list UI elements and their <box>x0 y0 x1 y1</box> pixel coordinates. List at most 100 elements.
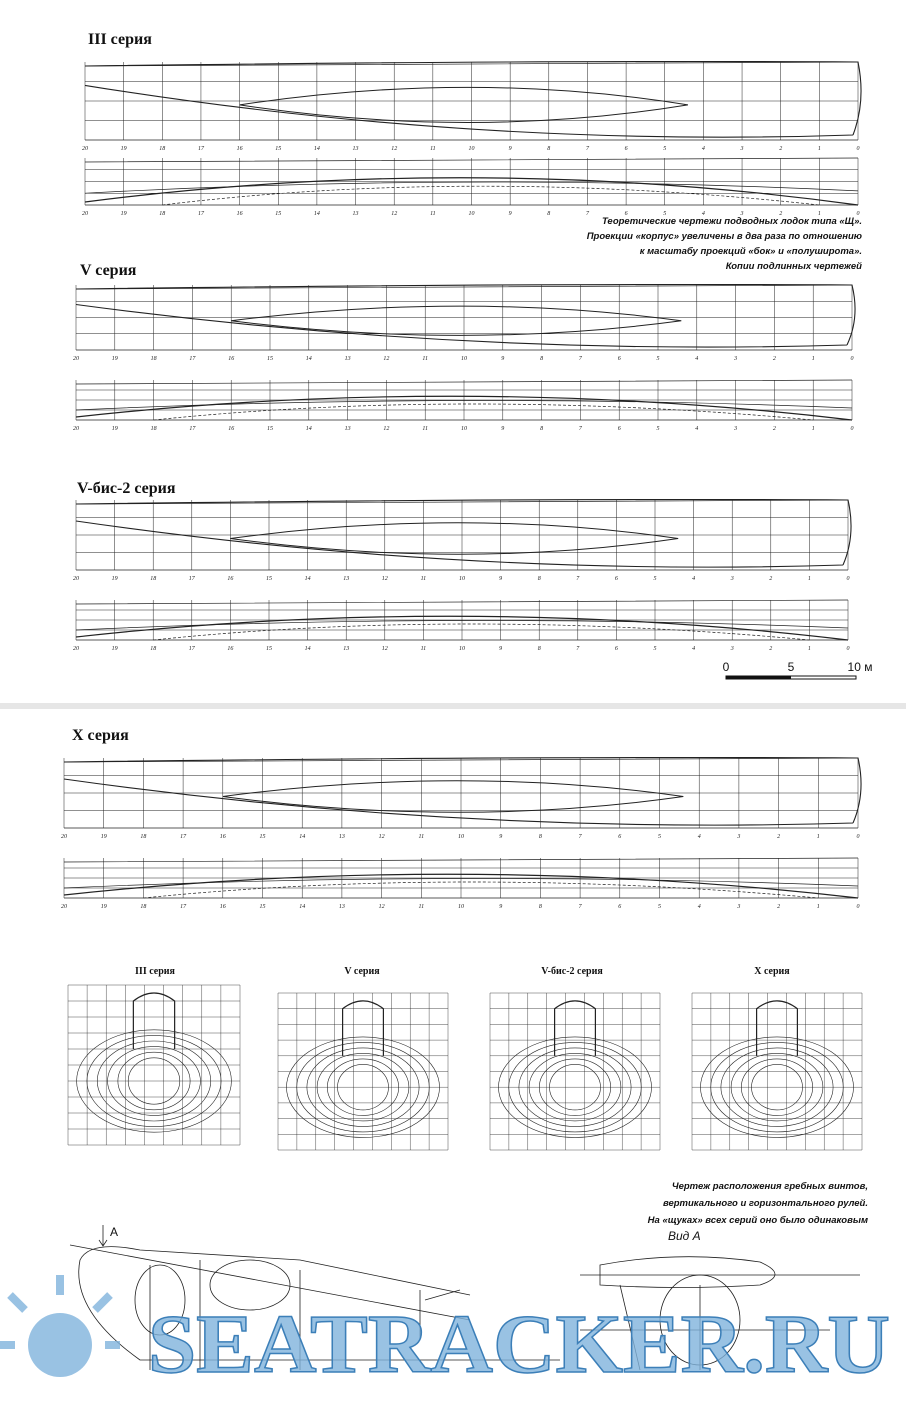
station-label: 20 <box>73 356 79 362</box>
station-label: 19 <box>121 146 127 152</box>
section-line <box>96 1040 212 1122</box>
station-label: 8 <box>540 426 543 432</box>
station-label: 5 <box>658 904 661 910</box>
station-label: 12 <box>391 211 397 217</box>
station-label: 8 <box>539 904 542 910</box>
body-plan <box>691 992 863 1151</box>
station-label: 12 <box>379 904 385 910</box>
station-label: 7 <box>579 356 583 362</box>
body-plan-title: III серия <box>135 966 175 977</box>
station-label: 15 <box>275 146 281 152</box>
hull-line <box>143 881 819 899</box>
station-label: 13 <box>345 426 351 432</box>
hull-line <box>231 305 682 336</box>
caption-line: к масштабу проекций «бок» и «полуширота»… <box>640 246 862 257</box>
station-label: 17 <box>189 426 196 432</box>
station-label: 16 <box>228 426 234 432</box>
hull-line <box>75 498 852 568</box>
sail-line <box>554 1000 596 1056</box>
caption-line: Проекции «корпус» увеличены в два раза п… <box>587 231 862 242</box>
station-label: 17 <box>180 834 187 840</box>
hull-line <box>162 185 820 206</box>
station-label: 19 <box>112 646 118 652</box>
station-label: 6 <box>618 904 621 910</box>
station-label: 16 <box>237 211 243 217</box>
view-label: Вид А <box>668 1229 701 1243</box>
section-line <box>518 1047 632 1127</box>
station-label: 17 <box>189 356 196 362</box>
station-label: 2 <box>769 646 772 652</box>
station-label: 4 <box>698 903 701 910</box>
station-label: 10 <box>459 646 465 652</box>
station-label: 2 <box>779 146 782 152</box>
caption-line: вертикального и горизонтального рулей. <box>663 1198 868 1209</box>
hull-drawing: 20 19 18 17 16 15 14 13 12 11 10 9 8 7 6 5 4 3 2 1 0 <box>61 857 860 910</box>
section-line <box>296 1042 430 1133</box>
hull-line <box>239 86 689 123</box>
station-label: 16 <box>228 356 234 362</box>
station-label: 14 <box>305 575 311 582</box>
station-label: 9 <box>509 211 512 217</box>
station-label: 17 <box>198 146 205 152</box>
body-plan <box>277 992 449 1151</box>
station-label: 5 <box>663 211 666 217</box>
station-label: 20 <box>73 576 79 582</box>
caption-line: На «щуках» всех серий оно было одинаковы… <box>648 1215 868 1226</box>
section-line <box>528 1053 622 1122</box>
station-label: 9 <box>501 356 504 362</box>
station-label: 8 <box>539 834 542 840</box>
sail-line <box>756 1000 798 1056</box>
section-line <box>740 1058 813 1116</box>
station-label: 16 <box>220 904 226 910</box>
station-label: 2 <box>773 426 776 432</box>
station-label: 3 <box>730 576 734 582</box>
station-label: 11 <box>419 904 425 910</box>
station-label: 4 <box>702 145 705 152</box>
station-label: 14 <box>306 355 312 362</box>
station-label: 19 <box>112 426 118 432</box>
body-plan <box>489 992 661 1151</box>
station-label: 17 <box>198 211 205 217</box>
section-line <box>86 1035 222 1127</box>
station-label: 10 <box>461 426 467 432</box>
section-title: V-бис-2 серия <box>77 480 176 497</box>
station-label: 3 <box>733 356 737 362</box>
hull-drawing: 20 19 18 17 16 15 14 13 12 11 10 9 8 7 6 5 4 3 2 1 0 <box>61 756 862 840</box>
station-label: 1 <box>812 426 815 432</box>
caption-line: Теоретические чертежи подводных лодок ти… <box>602 216 862 227</box>
scale-label: 5 <box>788 660 795 674</box>
station-label: 3 <box>740 211 744 217</box>
station-label: 15 <box>260 834 266 840</box>
station-label: 2 <box>773 356 776 362</box>
station-label: 5 <box>654 646 657 652</box>
station-label: 5 <box>657 356 660 362</box>
station-label: 0 <box>857 146 860 152</box>
body-plan <box>67 984 241 1146</box>
station-label: 14 <box>306 425 312 432</box>
watermark-text: SEATRACKER.RU <box>148 1298 890 1391</box>
station-label: 19 <box>101 904 107 910</box>
hull-line <box>75 620 849 631</box>
station-label: 8 <box>547 146 550 152</box>
hull-line <box>75 395 853 421</box>
station-label: 18 <box>140 904 146 910</box>
station-label: 18 <box>150 576 156 582</box>
page-separator <box>0 703 906 709</box>
station-label: 0 <box>857 904 860 910</box>
station-label: 13 <box>343 576 349 582</box>
station-label: 19 <box>121 211 127 217</box>
station-label: 18 <box>159 146 165 152</box>
caption-line: Копии подлинных чертежей <box>726 261 862 272</box>
station-label: 11 <box>419 834 425 840</box>
station-label: 5 <box>658 834 661 840</box>
station-label: 4 <box>695 425 698 432</box>
station-label: 19 <box>101 834 107 840</box>
station-label: 3 <box>736 834 740 840</box>
station-label: 9 <box>501 426 504 432</box>
section-line <box>316 1053 410 1122</box>
station-label: 12 <box>382 576 388 582</box>
station-label: 15 <box>275 211 281 217</box>
hull-line <box>63 873 859 899</box>
section-line <box>549 1064 601 1111</box>
station-label: 15 <box>267 426 273 432</box>
